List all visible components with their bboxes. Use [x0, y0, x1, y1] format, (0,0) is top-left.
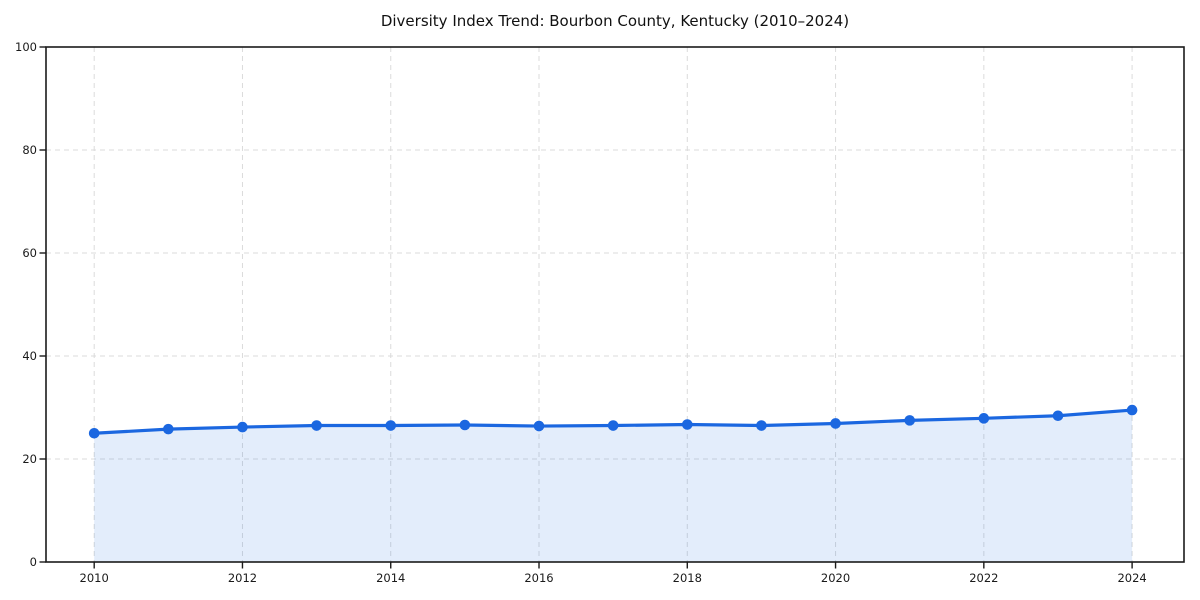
axis-tick-labels: 2010 2012 2014 2016 2018 2020 2022 2024 0 20 40 60 8…: [15, 40, 1147, 585]
data-point: [311, 420, 322, 431]
plot-border: [45, 46, 1185, 563]
chart-title: Diversity Index Trend: Bourbon County, K…: [380, 12, 850, 30]
y-tick-label: 0: [30, 555, 37, 569]
x-tick-label: 2020: [821, 571, 850, 585]
x-tick-label: 2016: [524, 571, 553, 585]
y-tick-label: 80: [22, 143, 37, 157]
data-point: [1052, 410, 1064, 422]
data-point: [1126, 404, 1138, 416]
axis-ticks: [39, 46, 1133, 569]
area-fill: [94, 410, 1133, 562]
x-tick-label: 2010: [80, 571, 109, 585]
y-tick-label: 60: [22, 246, 37, 260]
data-point: [88, 427, 100, 439]
data-point: [237, 421, 248, 433]
y-tick-label: 100: [15, 40, 37, 54]
data-point: [756, 420, 767, 431]
data-point: [904, 415, 915, 426]
y-tick-label: 40: [22, 349, 37, 363]
data-point-markers: [88, 404, 1138, 439]
x-tick-label: 2012: [228, 571, 257, 585]
x-tick-label: 2018: [673, 571, 702, 585]
x-tick-label: 2024: [1117, 571, 1146, 585]
data-point: [533, 420, 545, 432]
y-tick-label: 20: [22, 452, 37, 466]
x-tick-label: 2014: [376, 571, 405, 585]
data-point: [385, 420, 397, 431]
data-point: [607, 420, 619, 431]
x-tick-label: 2022: [969, 571, 998, 585]
data-point: [978, 413, 990, 424]
data-point: [163, 423, 174, 435]
data-point: [681, 419, 693, 430]
data-point: [459, 419, 471, 431]
data-point: [830, 418, 841, 429]
